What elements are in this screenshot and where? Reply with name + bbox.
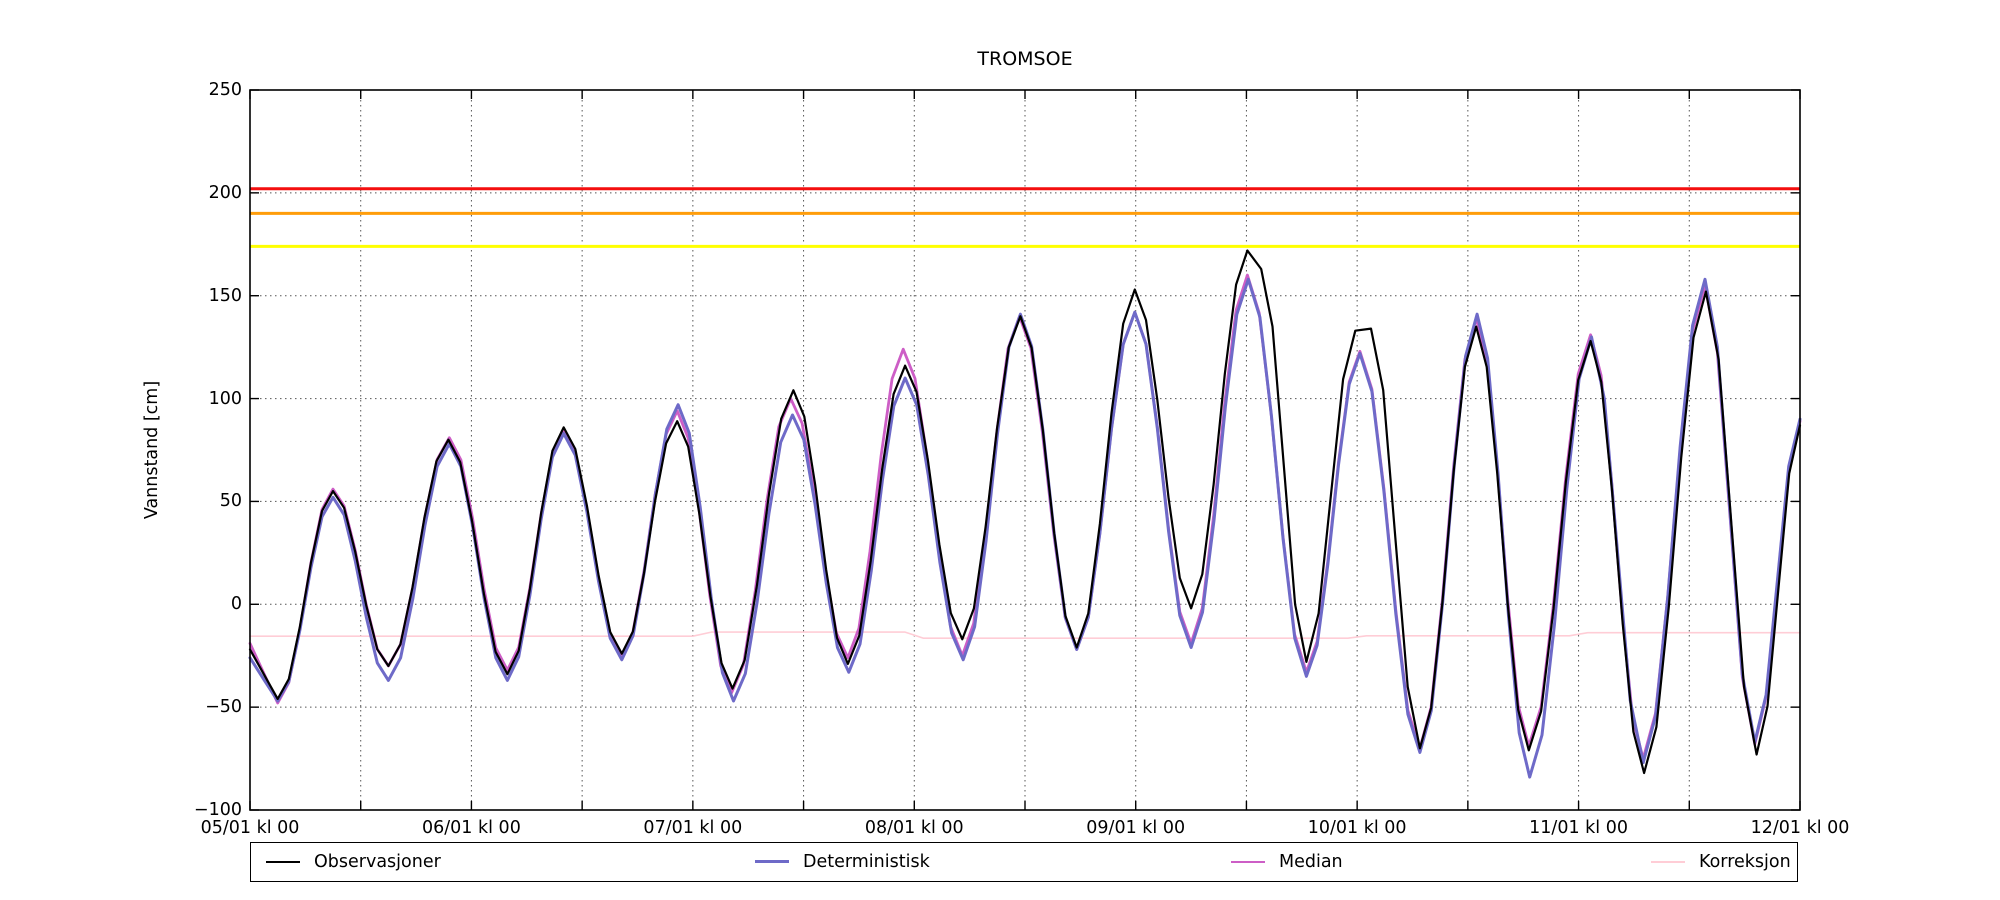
legend-item-median: Median — [1231, 843, 1343, 880]
legend-item-korreksjon: Korreksjon — [1651, 843, 1791, 880]
y-tick-label: 100 — [208, 388, 242, 409]
x-tick-label: 06/01 kl 00 — [422, 818, 521, 838]
y-axis-label: Vannstand [cm] — [142, 380, 162, 520]
legend-label: Observasjoner — [314, 851, 441, 872]
y-tick-label: 150 — [208, 285, 242, 306]
chart-title: TROMSOE — [977, 48, 1073, 70]
y-tick-label: −50 — [205, 697, 242, 718]
y-tick-label: 50 — [219, 491, 242, 512]
y-tick-label: 0 — [230, 594, 242, 615]
legend: Observasjoner Deterministisk Median Korreks… — [250, 842, 1798, 882]
x-tick-label: 09/01 kl 00 — [1086, 818, 1186, 838]
y-tick-label: 200 — [208, 182, 242, 203]
legend-label: Deterministisk — [803, 851, 930, 872]
series-line-korreksjon — [249, 631, 1801, 640]
x-tick-label: 05/01 kl 00 — [200, 818, 300, 838]
legend-item-observasjoner: Observasjoner — [266, 843, 441, 880]
legend-label: Median — [1279, 851, 1343, 872]
series-line-observasjoner — [248, 249, 1802, 775]
x-tick-label: 11/01 kl 00 — [1529, 818, 1628, 838]
y-tick-label: −100 — [193, 800, 242, 820]
x-tick-label: 07/01 kl 00 — [643, 818, 743, 838]
x-tick-label: 08/01 kl 00 — [864, 818, 964, 838]
legend-label: Korreksjon — [1699, 851, 1791, 872]
x-tick-label: 12/01 kl 00 — [1750, 818, 1850, 838]
series-line-deterministisk — [248, 277, 1802, 779]
y-tick-label: 250 — [208, 80, 242, 100]
legend-line-swatch-observasjoner — [266, 860, 300, 863]
legend-line-swatch-korreksjon — [1651, 860, 1685, 863]
legend-line-swatch-deterministisk — [755, 860, 789, 863]
legend-item-deterministisk: Deterministisk — [755, 843, 930, 880]
x-tick-label: 10/01 kl 00 — [1307, 818, 1407, 838]
legend-line-swatch-median — [1231, 860, 1265, 863]
